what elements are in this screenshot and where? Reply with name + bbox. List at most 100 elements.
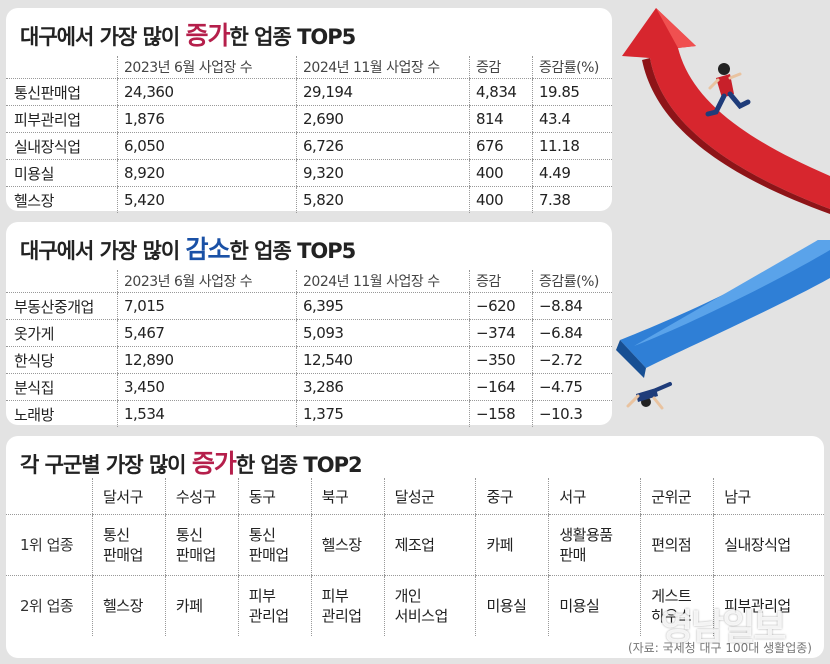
title-suffix: 한 업종 TOP5 xyxy=(229,239,357,263)
count-2023: 7,015 xyxy=(117,292,297,320)
header-cell xyxy=(6,270,118,293)
change: 400 xyxy=(469,186,533,213)
change: 4,834 xyxy=(469,78,533,106)
table-row: 헬스장 5,420 5,820 400 7.38 xyxy=(6,186,612,213)
table-header-row: 2023년 6월 사업장 수 2024년 11월 사업장 수 증감 증감률(%) xyxy=(6,56,612,79)
title-highlight: 증가 xyxy=(185,21,231,50)
title-highlight: 감소 xyxy=(185,235,231,264)
table-row: 분식집 3,450 3,286 −164 −4.75 xyxy=(6,373,612,401)
table-row-rank1: 1위 업종 통신 판매업 통신 판매업 통신 판매업 헬스장 제조업 카페 생활… xyxy=(6,514,824,576)
table-row: 통신판매업 24,360 29,194 4,834 19.85 xyxy=(6,78,612,106)
count-2024: 3,286 xyxy=(296,373,470,401)
increase-top5-title: 대구에서 가장 많이 증가한 업종 TOP5 xyxy=(20,16,357,52)
change-rate: 11.18 xyxy=(532,132,612,160)
change-rate: 7.38 xyxy=(532,186,612,213)
red-rising-arrow-icon xyxy=(622,8,830,214)
header-cell: 증감 xyxy=(469,270,533,293)
header-cell: 2023년 6월 사업장 수 xyxy=(117,56,297,79)
district-top2-table: 달서구 수성구 동구 북구 달성군 중구 서구 군위군 남구 1위 업종 통신 … xyxy=(6,478,824,636)
industry-name: 옷가게 xyxy=(6,319,118,347)
table-header-row: 2023년 6월 사업장 수 2024년 11월 사업장 수 증감 증감률(%) xyxy=(6,270,612,293)
header-cell: 2024년 11월 사업장 수 xyxy=(296,270,470,293)
count-2023: 1,534 xyxy=(117,400,297,427)
count-2024: 9,320 xyxy=(296,159,470,187)
change: −158 xyxy=(469,400,533,427)
count-2023: 24,360 xyxy=(117,78,297,106)
count-2023: 5,420 xyxy=(117,186,297,213)
header-cell: 증감 xyxy=(469,56,533,79)
header-cell: 2023년 6월 사업장 수 xyxy=(117,270,297,293)
count-2024: 6,726 xyxy=(296,132,470,160)
falling-man-icon xyxy=(626,382,672,410)
rank1-industry: 헬스장 xyxy=(310,514,385,576)
change: −374 xyxy=(469,319,533,347)
rank2-industry: 피부 관리업 xyxy=(237,575,312,636)
table-row: 부동산중개업 7,015 6,395 −620 −8.84 xyxy=(6,292,612,320)
rank2-industry: 피부 관리업 xyxy=(310,575,385,636)
change-rate: 19.85 xyxy=(532,78,612,106)
rank2-industry: 카페 xyxy=(164,575,239,636)
change: 814 xyxy=(469,105,533,133)
district-name: 달서구 xyxy=(92,478,166,515)
count-2024: 12,540 xyxy=(296,346,470,374)
count-2024: 1,375 xyxy=(296,400,470,427)
count-2023: 8,920 xyxy=(117,159,297,187)
title-highlight: 증가 xyxy=(191,449,237,478)
change: −620 xyxy=(469,292,533,320)
rank2-industry: 게스트 하우스 xyxy=(640,575,714,636)
count-2023: 12,890 xyxy=(117,346,297,374)
rank1-industry: 통신 판매업 xyxy=(164,514,239,576)
rank1-industry: 생활용품 판매 xyxy=(548,514,641,576)
table-row: 실내장식업 6,050 6,726 676 11.18 xyxy=(6,132,612,160)
district-name: 남구 xyxy=(713,478,824,515)
change: −350 xyxy=(469,346,533,374)
rank1-industry: 제조업 xyxy=(383,514,476,576)
table-row-rank2: 2위 업종 헬스장 카페 피부 관리업 피부 관리업 개인 서비스업 미용실 미… xyxy=(6,575,824,636)
change-rate: −10.3 xyxy=(532,400,612,427)
table-row: 한식당 12,890 12,540 −350 −2.72 xyxy=(6,346,612,374)
rank1-industry: 통신 판매업 xyxy=(92,514,166,576)
title-prefix: 대구에서 가장 많이 xyxy=(20,25,186,49)
rank2-industry: 개인 서비스업 xyxy=(383,575,476,636)
district-name: 북구 xyxy=(310,478,385,515)
header-cell: 2024년 11월 사업장 수 xyxy=(296,56,470,79)
rank2-industry: 헬스장 xyxy=(92,575,166,636)
district-name: 수성구 xyxy=(164,478,239,515)
table-row: 피부관리업 1,876 2,690 814 43.4 xyxy=(6,105,612,133)
table-row: 노래방 1,534 1,375 −158 −10.3 xyxy=(6,400,612,427)
district-name: 서구 xyxy=(548,478,641,515)
rank2-label: 2위 업종 xyxy=(20,597,74,615)
rank2-industry: 피부관리업 xyxy=(713,575,824,636)
district-top2-title: 각 구군별 가장 많이 증가한 업종 TOP2 xyxy=(20,444,363,480)
rank1-industry: 통신 판매업 xyxy=(237,514,312,576)
decrease-top5-panel: 대구에서 가장 많이 감소한 업종 TOP5 2023년 6월 사업장 수 20… xyxy=(6,222,612,427)
change: 676 xyxy=(469,132,533,160)
count-2024: 5,820 xyxy=(296,186,470,213)
running-man-icon xyxy=(705,63,751,117)
rank1-industry: 실내장식업 xyxy=(713,514,824,576)
change: −164 xyxy=(469,373,533,401)
count-2023: 5,467 xyxy=(117,319,297,347)
industry-name: 미용실 xyxy=(6,159,118,187)
industry-name: 부동산중개업 xyxy=(6,292,118,320)
title-suffix: 한 업종 TOP5 xyxy=(229,25,357,49)
change-rate: −6.84 xyxy=(532,319,612,347)
header-cell: 증감률(%) xyxy=(532,56,612,79)
district-name: 군위군 xyxy=(640,478,714,515)
industry-name: 통신판매업 xyxy=(6,78,118,106)
district-name: 달성군 xyxy=(383,478,476,515)
count-2023: 6,050 xyxy=(117,132,297,160)
count-2023: 1,876 xyxy=(117,105,297,133)
change-rate: −2.72 xyxy=(532,346,612,374)
industry-name: 한식당 xyxy=(6,346,118,374)
count-2024: 29,194 xyxy=(296,78,470,106)
count-2024: 6,395 xyxy=(296,292,470,320)
change-rate: −4.75 xyxy=(532,373,612,401)
industry-name: 피부관리업 xyxy=(6,105,118,133)
decrease-top5-title: 대구에서 가장 많이 감소한 업종 TOP5 xyxy=(20,230,357,266)
change: 400 xyxy=(469,159,533,187)
industry-name: 노래방 xyxy=(14,405,54,424)
header-cell xyxy=(6,56,118,79)
change-rate: −8.84 xyxy=(532,292,612,320)
rank2-industry: 미용실 xyxy=(548,575,641,636)
